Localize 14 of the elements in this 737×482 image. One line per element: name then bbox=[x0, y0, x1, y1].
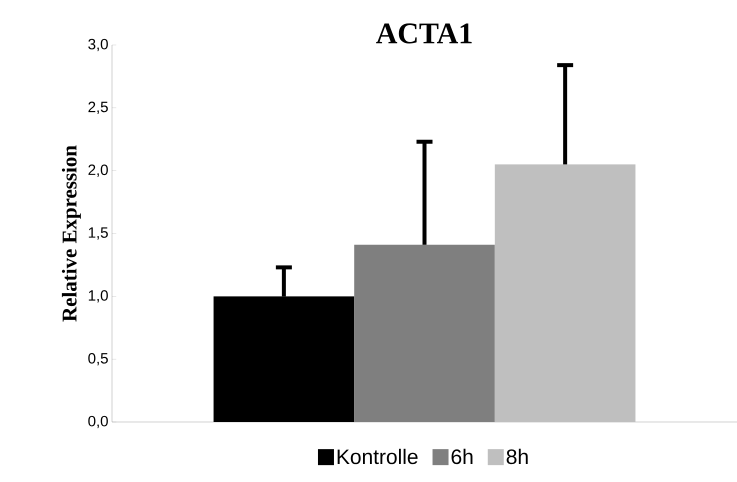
bar bbox=[494, 164, 636, 422]
y-tick-label: 0,0 bbox=[88, 416, 108, 428]
legend-label: 6h bbox=[452, 448, 472, 464]
y-tick-label: 2,5 bbox=[88, 102, 108, 114]
y-tick-label: 1,0 bbox=[88, 290, 108, 302]
y-tick-label: 1,5 bbox=[88, 227, 108, 240]
y-axis-title: Relative Expression bbox=[62, 145, 81, 322]
legend-label: 8h bbox=[506, 448, 528, 464]
legend-label: Kontrolle bbox=[338, 448, 418, 464]
bar bbox=[354, 244, 495, 422]
y-tick-label: 0,5 bbox=[88, 352, 108, 366]
y-tick-label: 3,0 bbox=[88, 38, 108, 52]
chart-title: ACTA1 bbox=[376, 23, 472, 44]
y-tick-label: 2,0 bbox=[88, 164, 108, 177]
